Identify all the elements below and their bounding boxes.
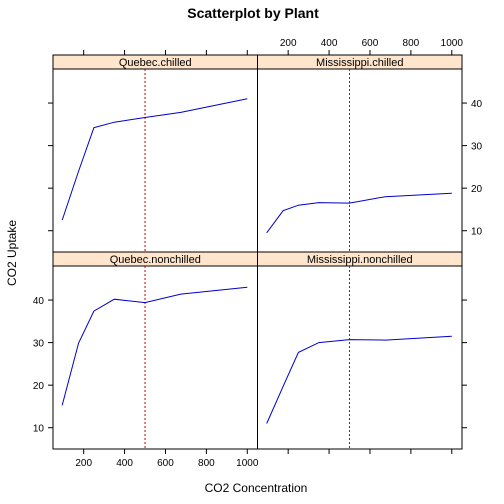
chart-title: Scatterplot by Plant (187, 5, 319, 21)
x-axis-label: CO2 Concentration (205, 481, 308, 495)
series-line-mississippi-nonchilled (266, 335, 452, 424)
y-tick-label: 20 (471, 184, 483, 195)
y-tick-label: 30 (471, 142, 483, 153)
x-tick-label: 800 (198, 458, 215, 469)
series-line-mississippi-chilled (266, 192, 452, 234)
y-tick-label: 20 (33, 381, 45, 392)
y-tick-label: 40 (33, 296, 45, 307)
panel-strip-label: Mississippi.chilled (316, 57, 403, 69)
series-line-quebec-nonchilled (61, 286, 248, 406)
panel-strip-label: Quebec.chilled (119, 57, 192, 69)
x-tick-label: 200 (75, 458, 92, 469)
y-tick-label: 30 (33, 339, 45, 350)
x-tick-label: 1000 (441, 38, 464, 49)
y-tick-label: 10 (33, 424, 45, 435)
y-axis-label: CO2 Uptake (5, 220, 19, 286)
x-tick-label: 400 (116, 458, 133, 469)
x-tick-label: 600 (157, 458, 174, 469)
panel-frame (52, 68, 258, 253)
y-tick-label: 40 (471, 99, 483, 110)
panel-strip-label: Quebec.nonchilled (110, 254, 201, 266)
panel-frame (52, 265, 258, 450)
x-tick-label: 800 (403, 38, 420, 49)
panel-grid: Quebec.chilled Mississippi.chilled 200 400 6… (33, 38, 483, 469)
x-tick-label: 1000 (236, 458, 259, 469)
x-tick-label: 600 (362, 38, 379, 49)
y-tick-label: 10 (471, 227, 483, 238)
panel-frame (257, 68, 463, 253)
x-tick-label: 200 (280, 38, 297, 49)
x-tick-label: 400 (321, 38, 338, 49)
series-line-quebec-chilled (61, 98, 248, 221)
panel-frame (257, 265, 463, 450)
panel-strip-label: Mississippi.nonchilled (307, 254, 413, 266)
